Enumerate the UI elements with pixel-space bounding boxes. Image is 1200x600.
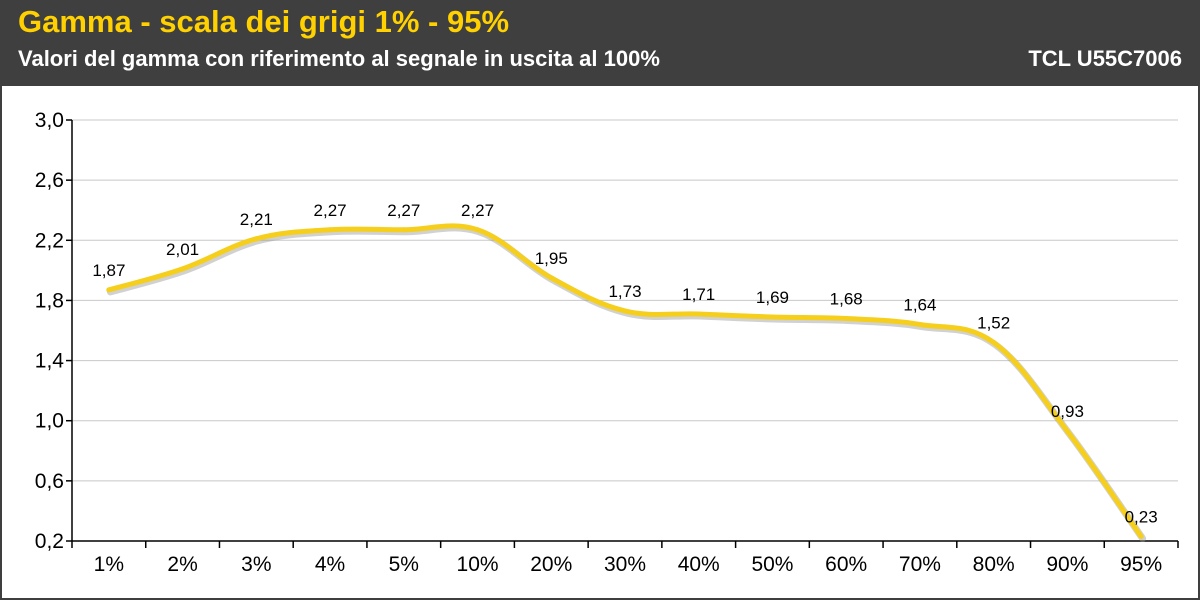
data-point	[1064, 428, 1070, 434]
data-point	[917, 321, 923, 327]
data-label: 1,52	[977, 314, 1010, 333]
data-point	[327, 227, 333, 233]
series-line	[106, 223, 1144, 539]
gamma-series	[106, 223, 1147, 542]
data-label: 1,87	[92, 261, 125, 280]
data-label: 2,01	[166, 240, 199, 259]
y-tick-label: 2,6	[35, 169, 64, 192]
x-tick-label: 4%	[315, 553, 345, 576]
data-label: 0,23	[1125, 507, 1158, 526]
data-label: 1,73	[608, 282, 641, 301]
x-tick-label: 50%	[751, 553, 793, 576]
chart-subtitle: Valori del gamma con riferimento al segn…	[18, 46, 660, 71]
y-tick-label: 0,6	[35, 470, 64, 493]
y-tick-label: 0,2	[35, 530, 64, 553]
axes: 0,2 0,6 1,0 1,4 1,8 2,2 2,6 3,0 1% 2% 3% 4% 5% 10% 20%…	[35, 109, 1179, 576]
x-tick-label: 30%	[604, 553, 646, 576]
x-tick-label: 40%	[678, 553, 720, 576]
data-point	[991, 340, 997, 346]
x-tick-label: 1%	[94, 553, 124, 576]
data-label: 1,95	[535, 249, 568, 268]
x-tick-label: 60%	[825, 553, 867, 576]
data-label: 1,69	[756, 288, 789, 307]
data-labels: 1,87 2,01 2,21 2,27 2,27 2,27 1,95 1,73 1,71 1,69…	[92, 201, 1157, 527]
data-point	[696, 311, 702, 317]
x-tick-label: 3%	[241, 553, 271, 576]
chart-title: Gamma - scala dei grigi 1% - 95%	[18, 4, 510, 39]
data-label: 1,68	[830, 289, 863, 308]
data-label: 1,71	[682, 285, 715, 304]
data-point	[253, 236, 259, 242]
y-tick-label: 1,8	[35, 289, 64, 312]
y-tick-label: 1,0	[35, 410, 64, 433]
x-tick-label: 10%	[457, 553, 499, 576]
y-tick-label: 2,2	[35, 229, 64, 252]
data-label: 2,21	[240, 210, 273, 229]
data-point	[843, 315, 849, 321]
data-point	[401, 227, 407, 233]
data-label: 1,64	[903, 295, 936, 314]
data-label: 0,93	[1051, 402, 1084, 421]
x-tick-label: 90%	[1046, 553, 1088, 576]
data-point	[622, 308, 628, 314]
x-tick-label: 5%	[389, 553, 419, 576]
x-tick-label: 70%	[899, 553, 941, 576]
x-tick-label: 80%	[973, 553, 1015, 576]
data-label: 2,27	[314, 201, 347, 220]
y-tick-label: 1,4	[35, 350, 65, 373]
data-point	[548, 275, 554, 281]
data-point	[106, 287, 112, 293]
data-label: 2,27	[387, 201, 420, 220]
data-point	[180, 266, 186, 272]
x-tick-label: 95%	[1120, 553, 1162, 576]
data-point	[475, 227, 481, 233]
data-label: 2,27	[461, 201, 494, 220]
data-point	[1138, 533, 1144, 539]
x-tick-label: 2%	[167, 553, 197, 576]
x-tick-label: 20%	[530, 553, 572, 576]
grid-lines	[72, 119, 1178, 482]
series-line-shadow	[106, 224, 1147, 542]
y-tick-label: 3,0	[35, 109, 64, 132]
tv-model-label: TCL U55C7006	[1028, 46, 1182, 71]
data-point	[769, 314, 775, 320]
chart-header: Gamma - scala dei grigi 1% - 95% Valori …	[0, 0, 1200, 86]
